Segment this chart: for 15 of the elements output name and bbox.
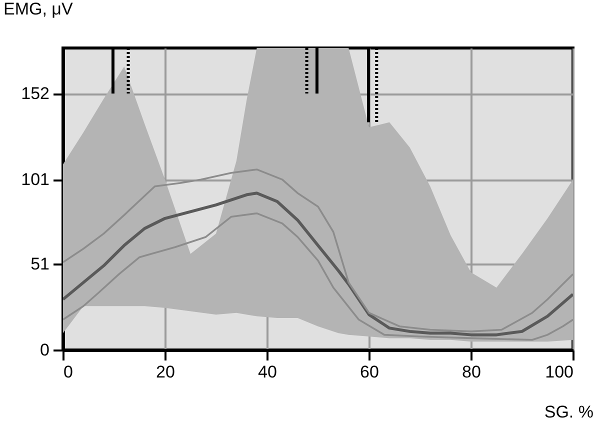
line-series — [63, 168, 573, 332]
line-series — [63, 212, 573, 341]
x-tick-label: 0 — [64, 362, 73, 382]
x-tick-label: 60 — [360, 362, 379, 382]
x-tick-label: 80 — [462, 362, 481, 382]
y-tick-label: 0 — [40, 340, 50, 360]
x-tick-label: 40 — [258, 362, 277, 382]
line-series — [63, 192, 573, 336]
x-tick-label: 20 — [156, 362, 175, 382]
y-tick-label: 152 — [21, 84, 50, 104]
y-tick-label: 101 — [21, 170, 50, 190]
x-tick-label: 100 — [545, 362, 574, 382]
y-tick-label: 51 — [30, 254, 50, 274]
y-axis-title: EMG, μV — [4, 0, 74, 18]
x-axis-title: SG. % — [544, 402, 594, 422]
